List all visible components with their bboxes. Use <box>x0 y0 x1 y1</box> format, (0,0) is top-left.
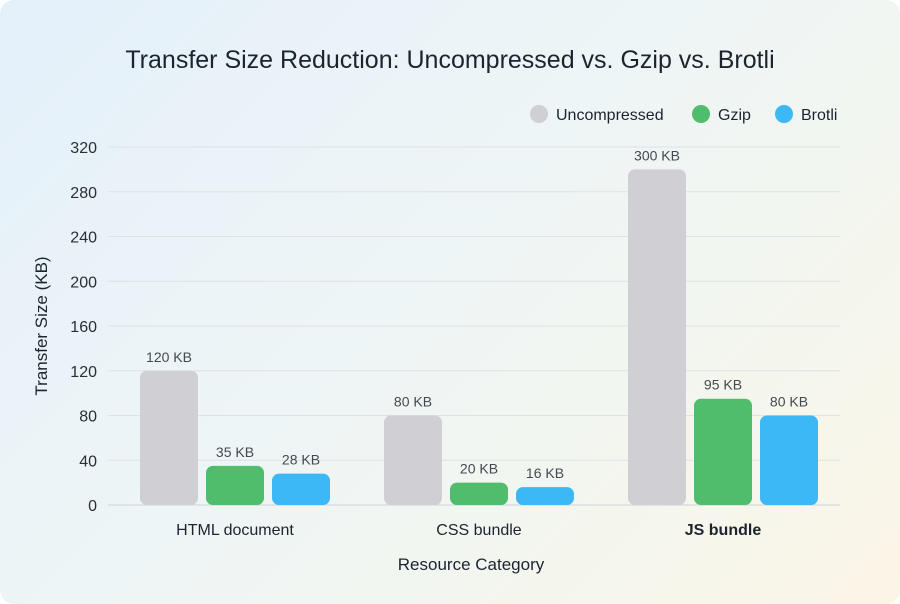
y-tick-label: 200 <box>70 274 97 291</box>
x-tick-label: JS bundle <box>685 522 762 539</box>
bar-gzip-2 <box>450 482 508 505</box>
y-tick-label: 120 <box>70 364 97 381</box>
legend-swatch-brotli <box>775 105 793 123</box>
data-label: 35 KB <box>216 444 254 460</box>
legend-swatch-uncompressed <box>530 105 548 123</box>
bar-uncompressed-3 <box>628 169 686 505</box>
bar-uncompressed-1 <box>140 370 198 505</box>
x-tick-label: CSS bundle <box>436 522 521 539</box>
y-tick-label: 240 <box>70 230 97 247</box>
y-tick-label: 0 <box>88 498 97 515</box>
bar-brotli-2 <box>516 487 574 505</box>
bar-brotli-1 <box>272 473 330 505</box>
data-label: 28 KB <box>282 452 320 468</box>
legend-swatch-gzip <box>692 105 710 123</box>
chart-title: Transfer Size Reduction: Uncompressed vs… <box>125 46 774 74</box>
y-tick-label: 40 <box>79 453 97 470</box>
y-tick-label: 280 <box>70 185 97 202</box>
legend-label: Brotli <box>801 107 837 124</box>
bar-uncompressed-2 <box>384 415 442 505</box>
y-tick-label: 320 <box>70 140 97 157</box>
x-axis-label: Resource Category <box>398 555 545 574</box>
data-label: 80 KB <box>394 394 432 410</box>
y-tick-label: 80 <box>79 409 97 426</box>
data-label: 20 KB <box>460 461 498 477</box>
bar-brotli-3 <box>760 415 818 505</box>
bar-gzip-1 <box>206 465 264 505</box>
y-axis-label: Transfer Size (KB) <box>32 256 51 395</box>
data-label: 80 KB <box>770 394 808 410</box>
legend-label: Uncompressed <box>556 107 664 124</box>
data-label: 120 KB <box>146 349 192 365</box>
legend-label: Gzip <box>718 107 751 124</box>
data-label: 300 KB <box>634 147 680 163</box>
data-label: 95 KB <box>704 377 742 393</box>
x-tick-label: HTML document <box>176 522 294 539</box>
bar-gzip-3 <box>694 398 752 505</box>
data-label: 16 KB <box>526 465 564 481</box>
y-tick-label: 160 <box>70 319 97 336</box>
